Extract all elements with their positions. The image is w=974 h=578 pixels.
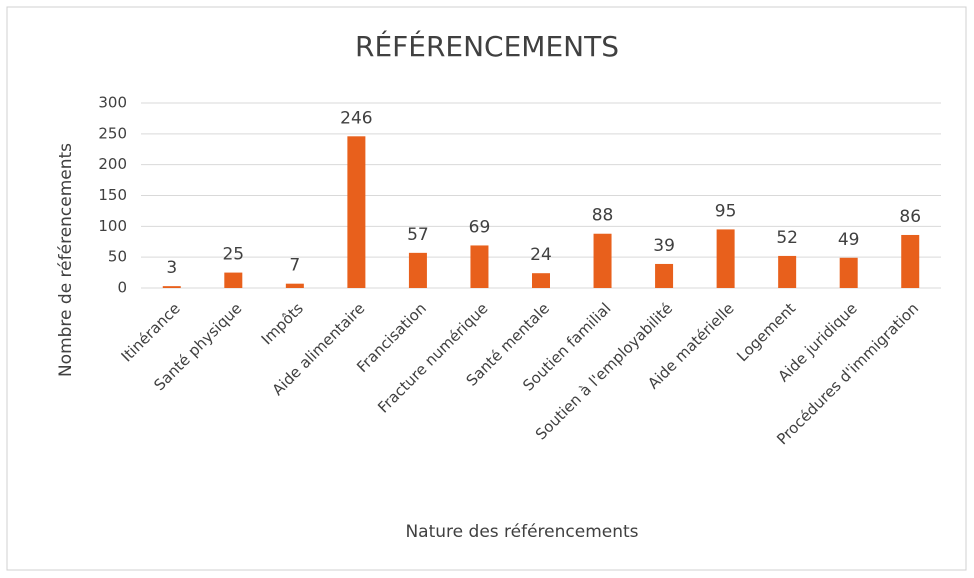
y-tick-label: 0 bbox=[117, 279, 127, 297]
bar bbox=[162, 286, 181, 288]
data-label: 49 bbox=[838, 230, 860, 250]
y-tick-label: 100 bbox=[98, 217, 127, 235]
y-tick-label: 250 bbox=[98, 124, 127, 142]
bar bbox=[716, 229, 735, 288]
bar bbox=[224, 272, 243, 288]
bar bbox=[347, 136, 366, 288]
bar bbox=[778, 255, 797, 288]
data-label: 86 bbox=[899, 207, 921, 227]
bar bbox=[593, 233, 612, 288]
y-tick-label: 150 bbox=[98, 186, 127, 204]
y-tick-label: 50 bbox=[108, 248, 127, 266]
data-label: 25 bbox=[222, 245, 244, 265]
data-label: 39 bbox=[653, 236, 675, 256]
data-label: 24 bbox=[530, 245, 552, 265]
bar bbox=[408, 252, 427, 288]
data-label: 52 bbox=[776, 228, 798, 248]
bar bbox=[901, 234, 920, 288]
y-axis-title: Nombre de référencements bbox=[56, 143, 76, 377]
data-label: 95 bbox=[715, 201, 737, 221]
data-label: 57 bbox=[407, 225, 429, 245]
data-label: 7 bbox=[289, 256, 300, 276]
bar bbox=[655, 263, 674, 288]
y-tick-label: 200 bbox=[98, 155, 127, 173]
x-axis-title: Nature des référencements bbox=[405, 522, 638, 542]
bar bbox=[532, 273, 550, 288]
data-label: 3 bbox=[166, 258, 177, 278]
bar bbox=[285, 283, 304, 288]
bar bbox=[839, 257, 858, 288]
data-label: 69 bbox=[469, 217, 491, 237]
bar bbox=[470, 245, 489, 288]
chart-title: RÉFÉRENCEMENTS bbox=[355, 29, 619, 63]
data-label: 88 bbox=[592, 206, 614, 226]
y-tick-label: 300 bbox=[98, 94, 127, 112]
data-label: 246 bbox=[340, 108, 372, 128]
